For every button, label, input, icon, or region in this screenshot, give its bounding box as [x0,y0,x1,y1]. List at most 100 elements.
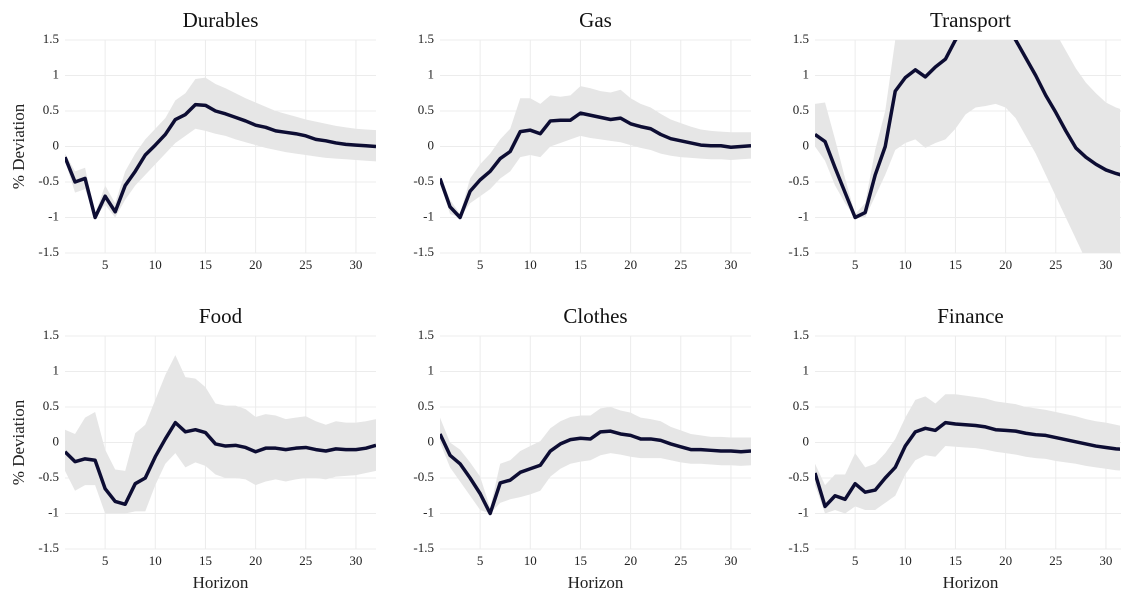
y-tick-label: -1.5 [38,540,59,555]
x-tick-label: 25 [1049,553,1062,568]
x-tick-label: 20 [624,257,637,272]
subplot-title: Transport [930,8,1011,32]
y-tick-label: 1 [803,362,810,377]
plot-area [65,355,376,514]
x-axis-label: Horizon [568,573,624,592]
y-tick-label: 0.5 [43,102,59,117]
y-tick-label: -0.5 [413,469,434,484]
subplot: -1.5 -1 -0.5 0 0.5 1 1.5 5 10 15 20 25 30 Transport [788,8,1121,272]
x-tick-label: 30 [349,257,362,272]
x-tick-label: 30 [724,553,737,568]
subplot: -1.5 -1 -0.5 0 0.5 1 1.5 5 10 15 20 25 30 Gas [413,8,751,272]
x-axis-label: Horizon [193,573,249,592]
y-tick-label: 0.5 [418,398,434,413]
y-tick-label: 1 [803,66,810,81]
y-tick-label: -1 [48,504,59,519]
y-tick-label: 1.5 [793,31,809,46]
confidence-band [440,407,751,514]
y-axis-label: % Deviation [9,103,28,189]
plot-area [65,77,376,220]
y-tick-label: -1 [423,208,434,223]
y-tick-label: -0.5 [38,173,59,188]
plot-area [440,86,751,220]
line [815,40,1120,220]
plot-area [815,40,1120,253]
subplot-title: Durables [183,8,259,32]
x-tick-label: 30 [1099,257,1112,272]
y-tick-label: 1.5 [418,327,434,342]
subplot-title: Gas [579,8,612,32]
confidence-band [65,77,376,218]
line [440,111,751,220]
y-tick-label: -0.5 [788,173,809,188]
x-tick-label: 25 [1049,257,1062,272]
y-tick-label: 1.5 [43,327,59,342]
confidence-band [815,40,1120,253]
line [65,420,376,507]
x-tick-label: 10 [149,553,162,568]
x-tick-label: 15 [574,257,587,272]
x-tick-label: 10 [899,553,912,568]
x-tick-label: 5 [852,553,859,568]
y-tick-label: 0 [428,433,435,448]
subplot-title: Food [199,304,243,328]
x-tick-label: 15 [949,553,962,568]
subplot: -1.5 -1 -0.5 0 0.5 1 1.5 5 10 15 20 25 30 Food % Devia… [9,304,376,592]
x-tick-label: 10 [149,257,162,272]
x-tick-label: 20 [999,553,1012,568]
confidence-band [440,86,751,218]
y-tick-label: -1 [798,208,809,223]
y-tick-label: 0 [803,433,810,448]
x-tick-label: 15 [199,553,212,568]
x-tick-label: 30 [349,553,362,568]
x-tick-label: 5 [477,553,484,568]
x-tick-label: 20 [999,257,1012,272]
x-tick-label: 25 [674,257,687,272]
y-tick-label: 1 [428,66,435,81]
x-tick-label: 10 [524,257,537,272]
x-axis-label: Horizon [943,573,999,592]
x-tick-label: 5 [102,553,109,568]
subplot: -1.5 -1 -0.5 0 0.5 1 1.5 5 10 15 20 25 30 Clothes Hori… [413,304,751,592]
y-tick-label: 0 [53,137,60,152]
x-tick-label: 30 [724,257,737,272]
y-tick-label: 1.5 [793,327,809,342]
x-tick-label: 5 [477,257,484,272]
y-tick-label: -0.5 [413,173,434,188]
x-tick-label: 20 [249,553,262,568]
y-tick-label: 1 [53,66,60,81]
y-tick-label: -1 [423,504,434,519]
y-axis-label: % Deviation [9,399,28,485]
y-tick-label: -1.5 [413,244,434,259]
y-tick-label: -0.5 [38,469,59,484]
x-tick-label: 15 [574,553,587,568]
y-tick-label: 0.5 [418,102,434,117]
y-tick-label: -1.5 [38,244,59,259]
x-tick-label: 25 [299,553,312,568]
plot-area [440,407,751,516]
line [440,429,751,516]
x-tick-label: 25 [299,257,312,272]
y-tick-label: 1 [428,362,435,377]
subplot: -1.5 -1 -0.5 0 0.5 1 1.5 5 10 15 20 25 30 Durables % D… [9,8,376,272]
y-tick-label: -1 [798,504,809,519]
line [815,420,1120,509]
x-tick-label: 25 [674,553,687,568]
x-tick-label: 30 [1099,553,1112,568]
plot-area [815,394,1120,514]
x-tick-label: 20 [624,553,637,568]
x-tick-label: 5 [102,257,109,272]
y-tick-label: 0 [53,433,60,448]
line [65,102,376,220]
subplot: -1.5 -1 -0.5 0 0.5 1 1.5 5 10 15 20 25 30 Finance Hori… [788,304,1121,592]
y-tick-label: 1.5 [43,31,59,46]
subplot-title: Finance [937,304,1003,328]
y-tick-label: 0.5 [793,102,809,117]
y-tick-label: 0 [428,137,435,152]
confidence-band [815,394,1120,514]
y-tick-label: 1.5 [418,31,434,46]
y-tick-label: 0.5 [793,398,809,413]
x-tick-label: 15 [199,257,212,272]
confidence-band [65,355,376,514]
